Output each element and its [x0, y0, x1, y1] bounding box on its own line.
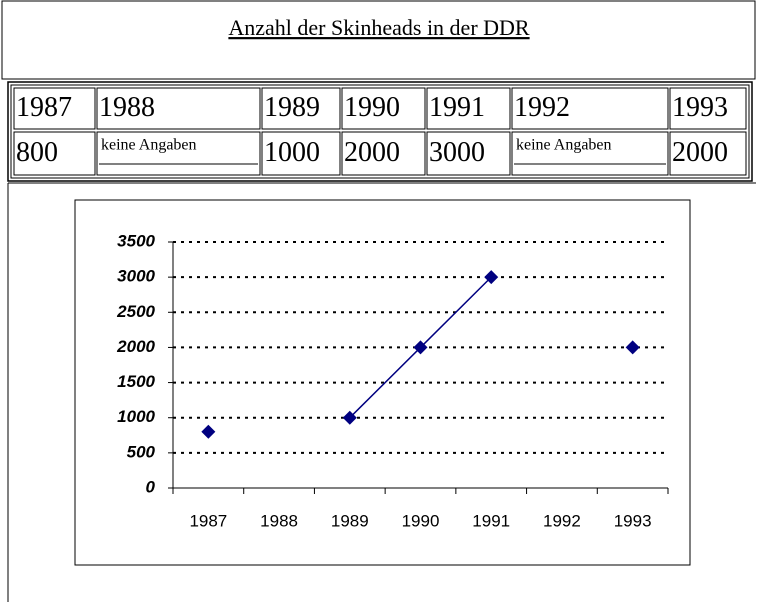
table-cell [669, 131, 747, 176]
x-tick-label: 1992 [543, 511, 581, 530]
table-cell [96, 131, 261, 176]
cell-text: 2000 [672, 137, 728, 168]
cell-text: 3000 [429, 137, 485, 168]
table-cell [13, 87, 96, 130]
table-cell [341, 87, 426, 130]
y-tick-label: 500 [127, 442, 156, 461]
table-cell [261, 131, 341, 176]
cell-text: 800 [16, 137, 58, 168]
data-point [413, 340, 428, 355]
cell-text: keine Angaben [516, 137, 612, 154]
y-tick-label: 2000 [116, 337, 155, 356]
cell-text: 1988 [99, 92, 155, 123]
x-tick-label: 1993 [614, 511, 652, 530]
table-cell [426, 87, 511, 130]
cell-text: 1992 [514, 92, 570, 123]
y-tick-label: 3000 [117, 267, 155, 286]
table-cell [426, 131, 511, 176]
title: Anzahl der Skinheads in der DDR [228, 15, 530, 40]
y-tick-label: 3500 [117, 231, 155, 250]
title-box [1, 0, 756, 80]
table-cell [669, 87, 747, 130]
table-border [7, 81, 753, 182]
data-point [484, 270, 499, 285]
x-tick-label: 1987 [189, 511, 227, 530]
y-tick-label: 1500 [117, 372, 155, 391]
table-cell [261, 87, 341, 130]
data-point [342, 410, 357, 425]
table-cell [96, 87, 261, 130]
data-point [625, 340, 640, 355]
cell-text: 1989 [264, 92, 320, 123]
cell-text: 2000 [344, 137, 400, 168]
table-cell [341, 131, 426, 176]
cell-text: 1993 [672, 92, 728, 123]
x-tick-label: 1989 [331, 511, 369, 530]
data-point [201, 424, 216, 439]
cell-text: 1987 [16, 92, 72, 123]
y-tick-label: 1000 [117, 407, 155, 426]
table-cell [13, 131, 96, 176]
table-cell [511, 131, 669, 176]
x-tick-label: 1990 [402, 511, 440, 530]
cell-text: 1990 [344, 92, 400, 123]
cell-text: 1000 [264, 137, 320, 168]
cell-text: keine Angaben [101, 137, 197, 154]
y-tick-label: 2500 [116, 302, 155, 321]
table-cell [511, 87, 669, 130]
table-border-inner [10, 84, 750, 179]
cell-text: 1991 [429, 92, 485, 123]
y-tick-label: 0 [146, 477, 156, 496]
x-tick-label: 1988 [260, 511, 298, 530]
x-tick-label: 1991 [472, 511, 510, 530]
